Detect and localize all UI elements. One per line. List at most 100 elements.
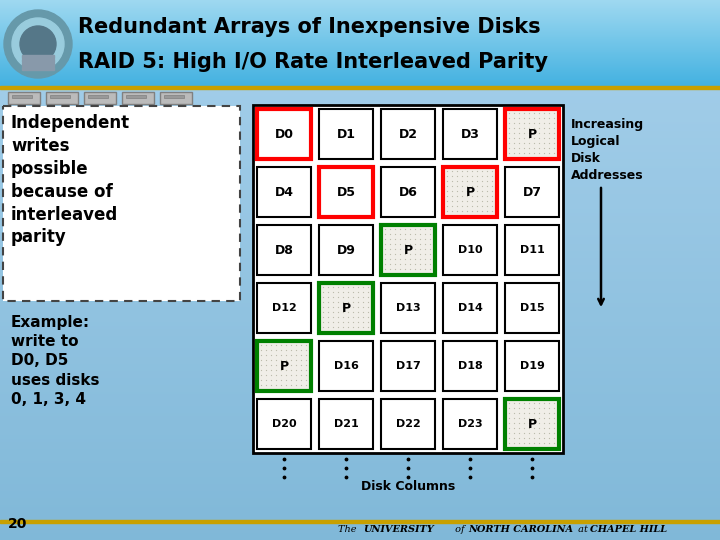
Text: D11: D11 [520, 245, 544, 255]
Text: D7: D7 [523, 186, 541, 199]
Bar [0, 104, 720, 105]
Bar [0, 133, 720, 134]
Bar [0, 162, 720, 163]
Bar [0, 480, 720, 481]
Bar [0, 143, 720, 144]
Bar [443, 225, 497, 275]
Bar [0, 464, 720, 465]
Bar [319, 399, 373, 449]
Bar [0, 498, 720, 499]
Bar [0, 159, 720, 160]
Bar [0, 263, 720, 264]
Bar [0, 172, 720, 173]
Bar [0, 279, 720, 280]
Bar [0, 410, 720, 411]
Text: NORTH CAROLINA: NORTH CAROLINA [468, 525, 573, 535]
Bar [0, 32, 720, 33]
Bar [0, 142, 720, 143]
Bar [0, 267, 720, 268]
Bar [0, 274, 720, 275]
Bar [0, 304, 720, 305]
Bar [253, 105, 563, 453]
Bar [0, 319, 720, 320]
Bar [22, 59, 54, 62]
Bar [0, 330, 720, 331]
Bar [0, 88, 720, 89]
Bar [0, 22, 720, 23]
Bar [0, 378, 720, 379]
Bar [0, 416, 720, 417]
Bar [0, 283, 720, 284]
Bar [0, 233, 720, 234]
Bar [0, 270, 720, 271]
Bar [0, 221, 720, 222]
Bar [0, 517, 720, 518]
Bar [0, 83, 720, 84]
Bar [0, 245, 720, 246]
Bar [0, 128, 720, 129]
Bar [0, 89, 720, 90]
Bar [0, 420, 720, 421]
Bar [0, 454, 720, 455]
Bar [0, 403, 720, 404]
Bar [22, 67, 54, 70]
Bar [0, 379, 720, 380]
Bar [0, 170, 720, 171]
Bar [0, 385, 720, 386]
Bar [0, 101, 720, 102]
Bar [0, 262, 720, 263]
Bar [0, 224, 720, 225]
Bar [0, 77, 720, 78]
Bar [0, 115, 720, 116]
Bar [0, 51, 720, 52]
Text: D5: D5 [336, 186, 356, 199]
Bar [0, 417, 720, 418]
Bar [0, 36, 720, 37]
Bar [0, 419, 720, 420]
Bar [0, 171, 720, 172]
Text: D22: D22 [395, 419, 420, 429]
Bar [0, 521, 720, 522]
Bar [0, 272, 720, 273]
Bar [0, 106, 720, 107]
Bar [0, 284, 720, 285]
Text: Example:
write to
D0, D5
uses disks
0, 1, 3, 4: Example: write to D0, D5 uses disks 0, 1… [11, 315, 99, 407]
Bar [0, 370, 720, 371]
Bar [0, 50, 720, 51]
Bar [0, 371, 720, 372]
Bar [0, 313, 720, 314]
Bar [0, 323, 720, 324]
Bar [0, 369, 720, 370]
Bar [0, 309, 720, 310]
Bar [0, 173, 720, 174]
Bar [0, 383, 720, 384]
Bar [0, 475, 720, 476]
Bar [0, 145, 720, 146]
Bar [0, 366, 720, 367]
Bar [0, 344, 720, 345]
Bar [0, 382, 720, 383]
Bar [0, 332, 720, 333]
Bar [0, 163, 720, 164]
Bar [0, 457, 720, 458]
Bar [0, 27, 720, 28]
Bar [0, 21, 720, 22]
Bar [0, 477, 720, 478]
Bar [0, 414, 720, 415]
Bar [0, 48, 720, 49]
Bar [0, 520, 720, 523]
Bar [0, 29, 720, 30]
Bar [0, 156, 720, 157]
Bar [0, 491, 720, 492]
Bar [84, 92, 116, 104]
Bar [0, 260, 720, 261]
Bar [0, 426, 720, 427]
Bar [0, 355, 720, 356]
Bar [0, 205, 720, 206]
Bar [0, 434, 720, 435]
Text: D17: D17 [395, 361, 420, 371]
Bar [0, 20, 720, 21]
Bar [0, 532, 720, 533]
Bar [0, 292, 720, 293]
Bar [0, 62, 720, 63]
